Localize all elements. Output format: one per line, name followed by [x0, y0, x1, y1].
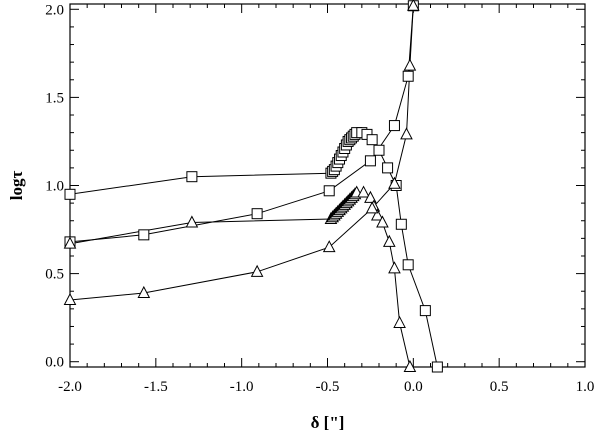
- square-marker: [388, 120, 400, 132]
- triangle-marker: [322, 240, 336, 253]
- y-tick-label: 2.0: [45, 2, 64, 18]
- axes: [69, 3, 586, 368]
- x-tick-label: -0.5: [316, 379, 340, 395]
- triangle-marker: [403, 58, 417, 71]
- series-4-line: [70, 5, 414, 301]
- series-markers: [63, 0, 443, 373]
- triangle-marker: [63, 236, 77, 249]
- triangle-marker: [388, 176, 401, 189]
- y-tick-label: 0.0: [45, 355, 64, 371]
- square-marker: [186, 171, 198, 183]
- triangle-marker: [370, 208, 384, 221]
- triangle-marker: [357, 185, 370, 198]
- triangle-marker: [185, 215, 199, 228]
- y-tick-label: 1.5: [45, 90, 64, 106]
- triangle-marker: [393, 315, 406, 328]
- square-marker: [419, 305, 431, 317]
- square-marker: [431, 361, 443, 373]
- square-marker: [395, 218, 407, 230]
- triangle-marker: [137, 285, 151, 298]
- triangle-marker: [376, 215, 389, 228]
- x-tick-label: 1.0: [576, 379, 595, 395]
- y-tick-label: 0.5: [45, 267, 64, 283]
- x-tick-label: -1.5: [144, 379, 168, 395]
- square-marker: [402, 70, 414, 82]
- square-marker: [382, 162, 394, 174]
- triangle-marker: [400, 127, 413, 140]
- square-marker: [402, 259, 414, 271]
- series-2-line: [70, 5, 414, 243]
- square-marker: [366, 134, 378, 146]
- x-tick-label: 0.5: [490, 379, 509, 395]
- square-marker: [138, 229, 150, 241]
- square-marker: [364, 155, 376, 167]
- y-axis-title: logτ: [7, 171, 26, 201]
- triangle-marker: [382, 234, 396, 247]
- triangle-marker: [250, 264, 264, 277]
- series-lines: [70, 5, 438, 367]
- x-axis-title: δ ["]: [311, 413, 345, 432]
- square-marker: [251, 208, 263, 220]
- series-3-line: [70, 192, 411, 367]
- triangle-marker: [365, 201, 379, 214]
- triangle-marker: [364, 190, 377, 203]
- x-tick-label: -2.0: [58, 379, 82, 395]
- y-tick-label: 1.0: [45, 179, 64, 195]
- square-marker: [64, 188, 76, 200]
- tick-labels: -2.0 -1.5 -1.0 -0.5 0.0 0.5 1.0 0.0 0.5 1.0 1.5 2.0…: [7, 2, 594, 432]
- triangle-marker: [403, 359, 417, 372]
- x-tick-label: -1.0: [230, 379, 254, 395]
- triangle-marker: [407, 0, 420, 11]
- triangle-marker: [63, 292, 77, 306]
- square-marker: [373, 144, 385, 156]
- square-marker: [323, 185, 335, 197]
- x-tick-label: 0.0: [404, 379, 423, 395]
- triangle-marker: [388, 261, 401, 274]
